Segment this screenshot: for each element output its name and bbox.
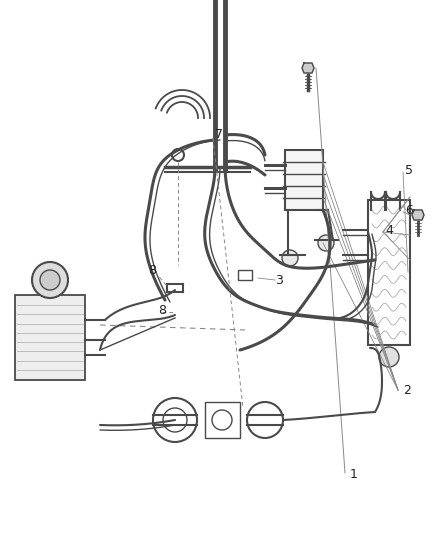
Circle shape [282,250,298,266]
Text: 2: 2 [403,384,411,397]
Text: 8: 8 [148,263,156,277]
FancyBboxPatch shape [368,200,410,345]
Circle shape [379,347,399,367]
Text: 3: 3 [275,273,283,287]
Text: 4: 4 [385,223,393,237]
FancyBboxPatch shape [238,270,252,280]
Circle shape [32,262,68,298]
Polygon shape [302,63,314,73]
Text: 6: 6 [405,204,413,216]
FancyBboxPatch shape [15,295,85,380]
FancyBboxPatch shape [285,150,323,210]
Text: 1: 1 [350,469,358,481]
Text: 7: 7 [215,128,223,141]
Circle shape [318,235,334,251]
Text: 5: 5 [405,164,413,176]
FancyBboxPatch shape [205,402,240,438]
Polygon shape [412,210,424,220]
Text: 8: 8 [158,303,166,317]
Circle shape [40,270,60,290]
